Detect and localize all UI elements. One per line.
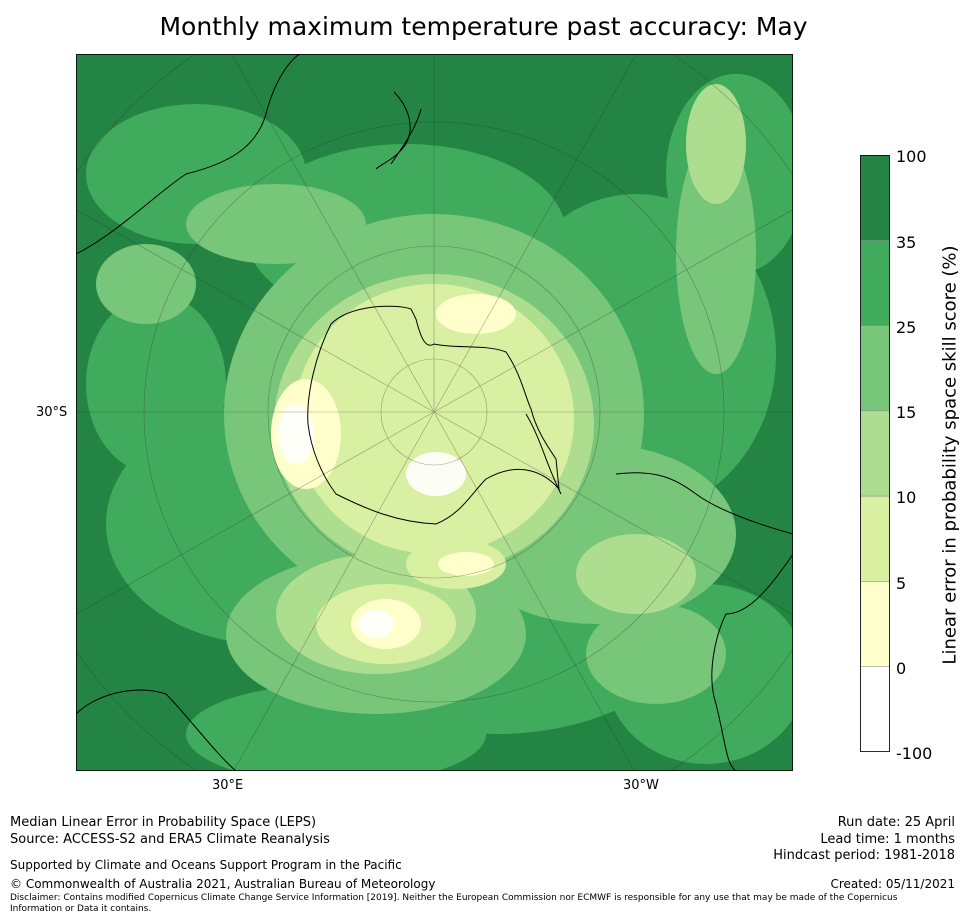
colorbar xyxy=(860,155,890,752)
footer-support: Supported by Climate and Oceans Support … xyxy=(10,858,402,872)
colorbar-tick: 5 xyxy=(896,574,907,593)
footer-disclaimer-cont: Information or Data it contains. xyxy=(10,904,152,914)
australia-coast xyxy=(76,54,302,255)
antarctica-coast xyxy=(307,305,560,525)
coastlines xyxy=(76,54,793,771)
colorbar-label: Linear error in probability space skill … xyxy=(939,245,961,665)
colorbar-tick: 35 xyxy=(896,233,917,252)
footer-source: Source: ACCESS-S2 and ERA5 Climate Reana… xyxy=(10,832,330,847)
map-canvas xyxy=(76,54,793,771)
colorbar-swatch xyxy=(860,495,890,582)
footer-leps: Median Linear Error in Probability Space… xyxy=(10,815,317,830)
colorbar-tick: 10 xyxy=(896,488,917,507)
map-title: Monthly maximum temperature past accurac… xyxy=(159,12,808,41)
colorbar-tick: 25 xyxy=(896,318,917,337)
colorbar-swatch xyxy=(860,410,890,497)
colorbar-outline xyxy=(860,155,890,752)
lat-label-30s: 30°S xyxy=(36,405,68,420)
lon-label-30e: 30°E xyxy=(212,778,244,793)
footer-hindcast: Hindcast period: 1981-2018 xyxy=(773,848,955,863)
colorbar-swatch xyxy=(860,325,890,412)
south-america-coast xyxy=(615,472,793,771)
lon-label-30w: 30°W xyxy=(623,778,659,793)
colorbar-swatch xyxy=(860,581,890,667)
map-frame xyxy=(76,54,793,771)
colorbar-swatch xyxy=(860,155,890,241)
footer-disclaimer: Disclaimer: Contains modified Copernicus… xyxy=(10,893,898,903)
footer-run-date: Run date: 25 April xyxy=(837,815,955,830)
colorbar-swatch xyxy=(860,240,890,326)
colorbar-tick: 100 xyxy=(896,147,927,166)
colorbar-tick: 15 xyxy=(896,403,917,422)
graticule xyxy=(76,54,793,771)
antarctic-peninsula xyxy=(525,413,562,495)
africa-coast xyxy=(76,689,237,771)
footer-created: Created: 05/11/2021 xyxy=(830,877,955,891)
new-zealand-coast xyxy=(375,91,422,170)
colorbar-swatches xyxy=(860,155,890,752)
skill-score-map xyxy=(76,54,793,771)
skill-band-below-0 xyxy=(278,404,466,638)
colorbar-tick: -100 xyxy=(896,744,933,763)
colorbar-tick: 0 xyxy=(896,659,907,678)
footer-lead-time: Lead time: 1 months xyxy=(820,832,955,847)
colorbar-swatch xyxy=(860,666,890,752)
footer-copyright: © Commonwealth of Australia 2021, Austra… xyxy=(10,877,436,891)
